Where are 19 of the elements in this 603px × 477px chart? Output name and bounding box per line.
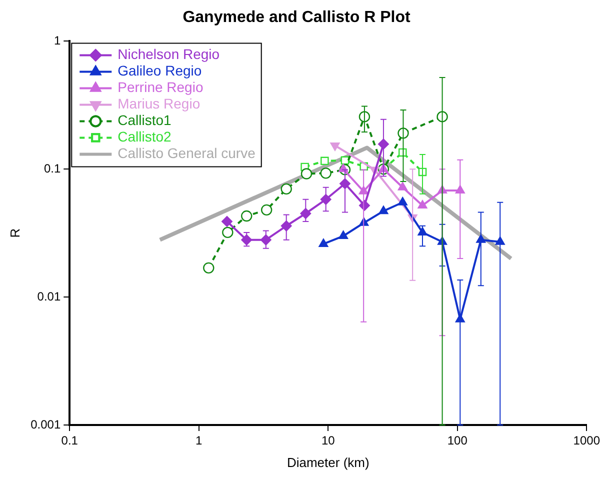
chart-title: Ganymede and Callisto R Plot [182, 9, 411, 26]
y-tick-label: 1 [54, 34, 61, 48]
legend-label: Marius Regio [118, 96, 200, 112]
legend-label: Nichelson Regio [118, 46, 220, 62]
x-tick-label: 1000 [573, 434, 600, 448]
x-tick-label: 0.1 [61, 434, 78, 448]
x-tick-label: 10 [321, 434, 336, 448]
y-tick-label: 0.01 [37, 289, 61, 304]
legend-label: Galileo Regio [118, 62, 202, 79]
y-tick-label: 0.1 [44, 161, 61, 176]
x-tick-label: 100 [447, 434, 468, 448]
x-tick-label: 1 [196, 434, 203, 448]
legend-label: Callisto General curve [118, 145, 256, 162]
legend-label: Callisto2 [118, 128, 172, 145]
legend-label: Perrine Regio [118, 79, 204, 96]
y-axis-title: R [7, 228, 22, 238]
x-axis-title: Diameter (km) [286, 454, 370, 470]
legend-label: Callisto1 [118, 112, 172, 128]
y-tick-label: 0.001 [30, 417, 61, 432]
